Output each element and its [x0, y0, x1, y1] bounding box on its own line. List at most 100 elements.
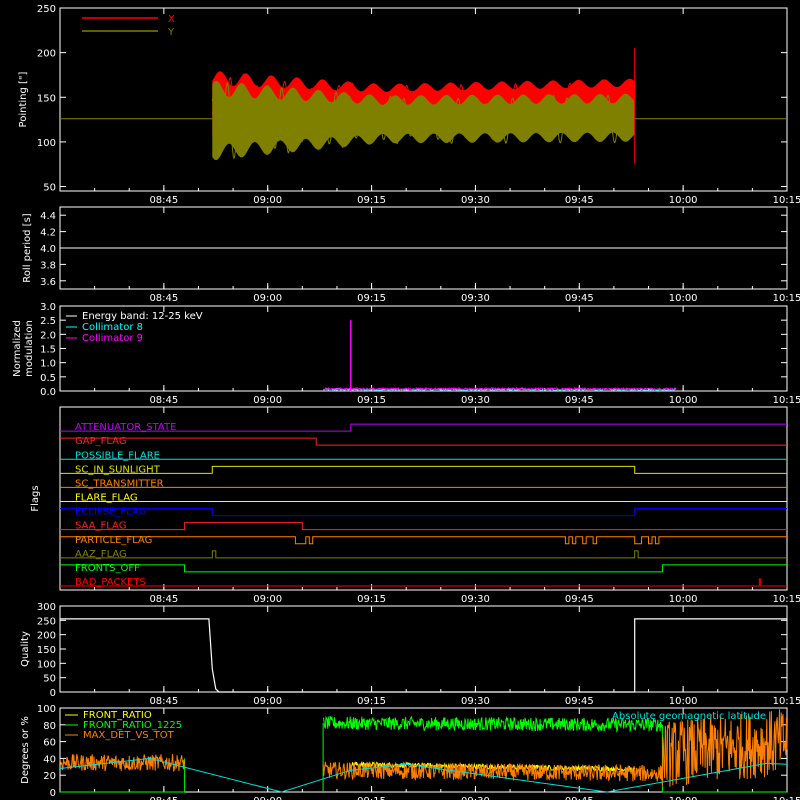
y-axis-label: Quality	[20, 631, 31, 667]
legend-label: MAX_DET_VS_TOT	[83, 730, 175, 741]
legend-label: Collimator 9	[82, 333, 143, 344]
y-tick-label: 150	[37, 93, 56, 104]
flag-line	[60, 508, 787, 517]
y-tick-label: 100	[37, 704, 56, 715]
x-tick-label: 10:00	[669, 293, 698, 304]
y-tick-label: 100	[37, 659, 56, 670]
x-tick-label: 09:30	[461, 796, 490, 800]
x-tick-label: 09:30	[461, 696, 490, 707]
panel-5: 08:45 09:00 09:15 09:30 09:45 10:00 10:15 0 50 10…	[20, 602, 800, 707]
series-band-y	[212, 80, 635, 160]
flag-line	[60, 578, 787, 587]
flag-label: ECLIPSE_FLAG	[75, 507, 146, 518]
y-tick-label: 300	[37, 602, 56, 613]
x-tick-label: 09:00	[253, 293, 282, 304]
x-tick-label: 09:15	[357, 195, 386, 206]
y-tick-label: 60	[43, 738, 56, 749]
y-tick-label: 150	[37, 645, 56, 656]
y-tick-label: 20	[43, 771, 56, 782]
x-tick-label: 09:15	[357, 293, 386, 304]
y-axis-label: Roll period [s]	[22, 213, 33, 282]
y-axis-label: Pointing ["]	[18, 71, 29, 127]
y-axis-label: Flags	[30, 485, 41, 511]
x-tick-label: 09:45	[565, 696, 594, 707]
x-tick-label: 09:00	[253, 195, 282, 206]
x-tick-label: 08:45	[149, 395, 178, 406]
trace-geomagnetic-latitude	[59, 757, 788, 793]
series-line-y	[211, 81, 636, 160]
trace-front-ratio-1225	[322, 715, 663, 733]
x-tick-label: 10:00	[669, 195, 698, 206]
y-axis-label: modulation	[24, 320, 35, 377]
x-tick-label: 10:00	[669, 696, 698, 707]
y-tick-label: 2.5	[40, 316, 56, 327]
x-tick-label: 08:45	[149, 696, 178, 707]
panels: 08:45 09:00 09:15 09:30 09:45 10:00 10:15 50 100…	[12, 4, 800, 800]
panel-4: 08:45 09:00 09:15 09:30 09:45 10:00 10:15 Flags…	[30, 406, 800, 605]
x-tick-label: 09:00	[253, 796, 282, 800]
y-tick-label: 4.4	[40, 211, 56, 222]
x-tick-label: 09:00	[253, 395, 282, 406]
x-tick-label: 10:15	[773, 195, 800, 206]
legend-label: FRONT_RATIO_1225	[83, 720, 182, 731]
legend-label-y: Y	[167, 27, 175, 38]
legend-label-x: X	[168, 14, 175, 25]
x-tick-label: 09:00	[253, 696, 282, 707]
y-tick-label: 200	[37, 631, 56, 642]
flag-label: AAZ_FLAG	[75, 549, 127, 560]
x-tick-label: 08:45	[149, 796, 178, 800]
y-tick-label: 4.2	[40, 228, 56, 239]
y-tick-label: 80	[43, 721, 56, 732]
flag-line	[60, 536, 787, 545]
y-tick-label: 2.0	[40, 330, 56, 341]
flag-label: SC_TRANSMITTER	[75, 478, 164, 489]
flag-line	[60, 522, 787, 531]
x-tick-label: 09:30	[461, 594, 490, 605]
y-tick-label: 250	[37, 4, 56, 15]
y-axis-label: Degrees or %	[20, 716, 31, 784]
y-tick-label: 0	[50, 788, 56, 799]
x-tick-label: 09:45	[565, 293, 594, 304]
x-tick-label: 10:00	[669, 796, 698, 800]
y-tick-label: 1.5	[40, 345, 56, 356]
y-tick-label: 0.5	[40, 373, 56, 384]
y-tick-label: 100	[37, 138, 56, 149]
x-tick-label: 09:30	[461, 395, 490, 406]
trace-max-det-vs-tot	[59, 754, 186, 773]
flag-label: GAP_FLAG	[75, 436, 127, 447]
x-tick-label: 09:15	[357, 594, 386, 605]
panel-1: 08:45 09:00 09:15 09:30 09:45 10:00 10:15 50 100…	[18, 4, 800, 206]
x-tick-label: 10:15	[773, 796, 800, 800]
x-tick-label: 09:45	[565, 594, 594, 605]
x-tick-label: 08:45	[149, 594, 178, 605]
y-tick-label: 4.0	[40, 244, 56, 255]
x-tick-label: 09:00	[253, 594, 282, 605]
y-tick-label: 40	[43, 754, 56, 765]
legend-label: Energy band: 12-25 keV	[82, 311, 203, 322]
y-tick-label: 3.6	[40, 277, 56, 288]
plot-frame	[59, 707, 788, 793]
flag-label: SAA_FLAG	[75, 521, 126, 532]
y-tick-label: 250	[37, 616, 56, 627]
flag-label: PARTICLE_FLAG	[75, 535, 152, 546]
flag-label: ATTENUATOR_STATE	[75, 422, 176, 433]
quality-line	[60, 618, 787, 693]
x-tick-label: 10:00	[669, 395, 698, 406]
flag-line	[60, 550, 787, 559]
x-tick-label: 09:30	[461, 293, 490, 304]
legend-label: FRONT_RATIO	[83, 710, 152, 721]
flag-label: FRONTS_OFF	[75, 563, 140, 574]
x-tick-label: 10:15	[773, 594, 800, 605]
flag-label: FLARE_FLAG	[75, 493, 138, 504]
x-tick-label: 09:45	[565, 195, 594, 206]
y-tick-label: 3.8	[40, 260, 56, 271]
legend-label-geomagnetic: Absolute geomagnetic latitude	[612, 711, 766, 722]
x-tick-label: 09:15	[357, 696, 386, 707]
x-tick-label: 10:15	[773, 395, 800, 406]
flag-line	[60, 465, 787, 474]
trace-max-det-vs-tot	[661, 709, 788, 787]
flag-line	[60, 564, 787, 573]
plot-frame	[59, 406, 788, 591]
x-tick-label: 09:15	[357, 395, 386, 406]
